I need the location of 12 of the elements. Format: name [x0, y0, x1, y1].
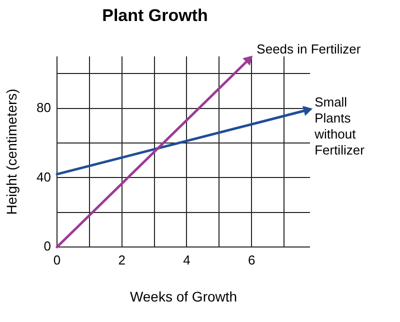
x-tick-label: 4 — [183, 252, 190, 268]
x-axis-title: Weeks of Growth — [130, 288, 238, 304]
y-tick-label: 80 — [36, 100, 51, 115]
series-label: Small Plants without Fertilizer — [314, 94, 366, 158]
x-tick-label: 2 — [118, 252, 126, 268]
y-tick-label: 40 — [36, 169, 51, 184]
y-tick-label: 0 — [44, 238, 51, 254]
x-tick-label: 0 — [53, 252, 61, 268]
y-axis-title: Height (centimeters) — [3, 88, 20, 215]
x-tick-label: 6 — [248, 252, 256, 268]
chart-title: Plant Growth — [102, 6, 208, 25]
series-label: Seeds in Fertilizer — [256, 42, 362, 57]
